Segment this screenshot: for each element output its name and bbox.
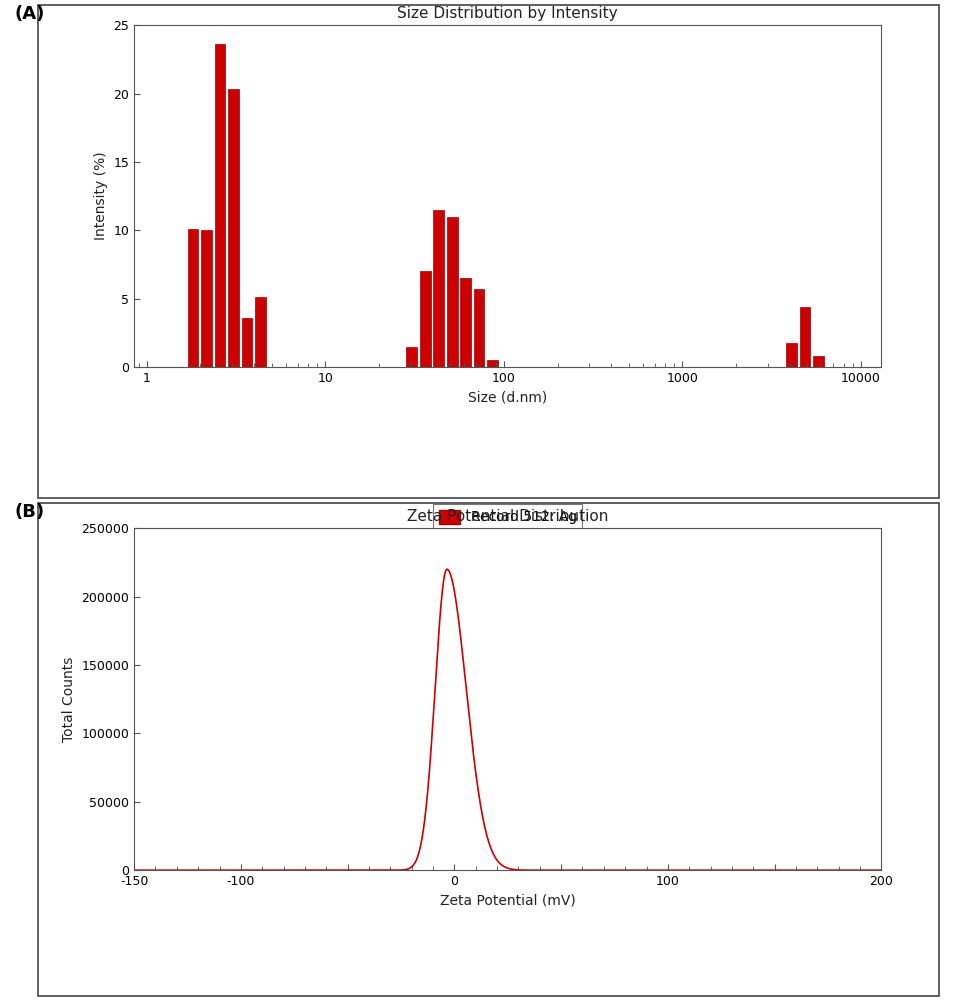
- Bar: [433, 210, 444, 367]
- Bar: [473, 289, 485, 367]
- Bar: [800, 307, 810, 367]
- Bar: [188, 229, 198, 367]
- X-axis label: Size (d.nm): Size (d.nm): [468, 390, 547, 404]
- Bar: [487, 360, 498, 367]
- X-axis label: Zeta Potential (mV): Zeta Potential (mV): [440, 893, 576, 907]
- Y-axis label: Intensity (%): Intensity (%): [94, 152, 108, 240]
- Bar: [228, 90, 239, 367]
- Title: Zeta Potential Distribution: Zeta Potential Distribution: [407, 509, 608, 524]
- Bar: [460, 279, 471, 367]
- Bar: [241, 318, 252, 367]
- Y-axis label: Total Counts: Total Counts: [62, 657, 76, 741]
- Bar: [255, 298, 266, 367]
- Legend: Record 512: Ag: Record 512: Ag: [433, 504, 582, 530]
- Title: Size Distribution by Intensity: Size Distribution by Intensity: [398, 6, 618, 21]
- Bar: [813, 356, 824, 367]
- Bar: [787, 343, 797, 367]
- Text: (B): (B): [14, 503, 44, 521]
- Text: (A): (A): [14, 5, 45, 23]
- Bar: [406, 347, 417, 367]
- Bar: [201, 230, 212, 367]
- Bar: [420, 272, 430, 367]
- Bar: [446, 216, 458, 367]
- Bar: [215, 44, 225, 367]
